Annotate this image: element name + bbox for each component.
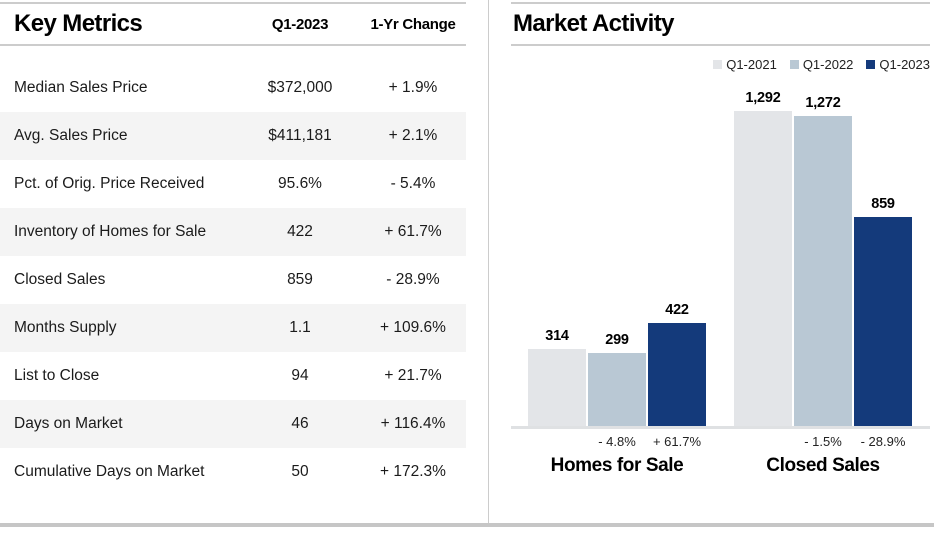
bar-column: 314 [528,328,586,426]
legend-swatch [789,59,799,69]
table-row: Median Sales Price $372,000 + 1.9% [0,64,466,112]
panel-divider [488,0,489,523]
metric-value: 95.6% [278,175,322,192]
metric-label: Avg. Sales Price [14,127,128,144]
legend-label: Q1-2023 [879,56,930,72]
metric-change: - 5.4% [390,175,436,192]
bar-change-label [528,434,586,451]
metric-label: Median Sales Price [14,79,148,96]
metric-change: + 109.6% [380,319,446,336]
metric-change: + 116.4% [380,415,446,432]
metric-value: $411,181 [268,127,332,144]
table-row: Closed Sales 859 - 28.9% [0,256,466,304]
legend-swatch [713,59,723,69]
metric-change: + 2.1% [388,127,438,144]
table-row: Avg. Sales Price $411,181 + 2.1% [0,112,466,160]
metric-label: Pct. of Orig. Price Received [14,175,205,192]
market-activity-header: Market Activity [511,2,930,46]
bar-value-label: 1,272 [805,95,841,111]
table-row: List to Close 94 + 21.7% [0,352,466,400]
bar-value-label: 859 [871,196,895,212]
bar [854,217,912,426]
metric-change: + 172.3% [380,463,446,480]
market-activity-title: Market Activity [513,10,674,37]
bar [528,349,586,426]
table-row: Pct. of Orig. Price Received 95.6% - 5.4% [0,160,466,208]
bar [648,323,706,426]
key-metrics-rows: Median Sales Price $372,000 + 1.9% Avg. Sal… [0,64,466,496]
bar-chart: 314 299 422 1,292 1,272 859 [511,90,930,426]
bar [588,353,646,426]
legend-swatch [866,59,876,69]
metric-label: Cumulative Days on Market [14,463,205,480]
bar-column: 1,292 [734,90,792,426]
chart-legend: Q1-2021 Q1-2022 Q1-2023 [511,56,930,72]
market-activity-panel: Market Activity Q1-2021 Q1-2022 Q1-2023 31… [511,0,930,477]
bar-change-label [734,434,792,451]
bar-column: 1,272 [794,95,852,426]
chart-baseline [511,426,930,429]
bar-group-footer: - 4.8% + 61.7% Homes for Sale [528,434,706,477]
key-metrics-header: Key Metrics Q1-2023 1-Yr Change [0,2,466,46]
metric-value: 94 [291,367,309,384]
metric-change: + 61.7% [384,223,442,240]
metric-value: 50 [291,463,309,480]
bar-group-footer: - 1.5% - 28.9% Closed Sales [734,434,912,477]
table-row: Days on Market 46 + 116.4% [0,400,466,448]
metric-value: 1.1 [289,319,311,336]
metric-label: Days on Market [14,415,123,432]
legend-label: Q1-2021 [726,56,777,72]
metric-label: Closed Sales [14,271,106,288]
legend-item: Q1-2023 [866,57,930,72]
legend-item: Q1-2022 [789,56,854,72]
chart-footer: - 4.8% + 61.7% Homes for Sale - 1.5% - 28.9%… [511,434,930,477]
bar-change-label: - 28.9% [860,434,906,449]
key-metrics-title: Key Metrics [14,10,143,37]
bar-column: 299 [588,332,646,426]
bar-value-label: 314 [545,328,569,344]
bar [734,111,792,426]
bar [794,116,852,426]
bar-column: 859 [854,196,912,426]
change-label-row: - 4.8% + 61.7% [528,434,706,451]
legend-item: Q1-2021 [713,57,777,72]
bottom-rule [0,523,934,527]
table-row: Months Supply 1.1 + 109.6% [0,304,466,352]
bar-column: 422 [648,302,706,426]
table-row: Cumulative Days on Market 50 + 172.3% [0,448,466,496]
metric-change: + 1.9% [388,79,438,96]
bar-group: 1,292 1,272 859 [734,90,912,426]
bar-change-label: - 4.8% [598,434,636,449]
metric-value: $372,000 [267,79,333,96]
bar-change-label: + 61.7% [652,434,702,449]
metric-value: 422 [287,223,313,240]
table-row: Inventory of Homes for Sale 422 + 61.7% [0,208,466,256]
metric-value: 46 [291,415,309,432]
change-label-row: - 1.5% - 28.9% [734,434,912,451]
metric-label: Months Supply [14,319,117,336]
bar-value-label: 422 [665,302,689,318]
bar-change-label: - 1.5% [804,434,842,449]
metric-value: 859 [287,271,313,288]
metric-change: - 28.9% [386,271,440,288]
bar-group: 314 299 422 [528,302,706,426]
metric-change: + 21.7% [384,367,442,384]
bar-group-label: Homes for Sale [550,455,684,476]
bar-value-label: 299 [605,332,629,348]
bar-value-label: 1,292 [745,90,781,106]
metric-label: List to Close [14,367,100,384]
legend-label: Q1-2022 [802,56,854,72]
bar-group-label: Closed Sales [766,455,880,476]
metric-label: Inventory of Homes for Sale [14,223,207,240]
column-header-change: 1-Yr Change [370,15,456,33]
key-metrics-panel: Key Metrics Q1-2023 1-Yr Change Median S… [0,0,466,496]
column-header-period: Q1-2023 [271,15,329,33]
